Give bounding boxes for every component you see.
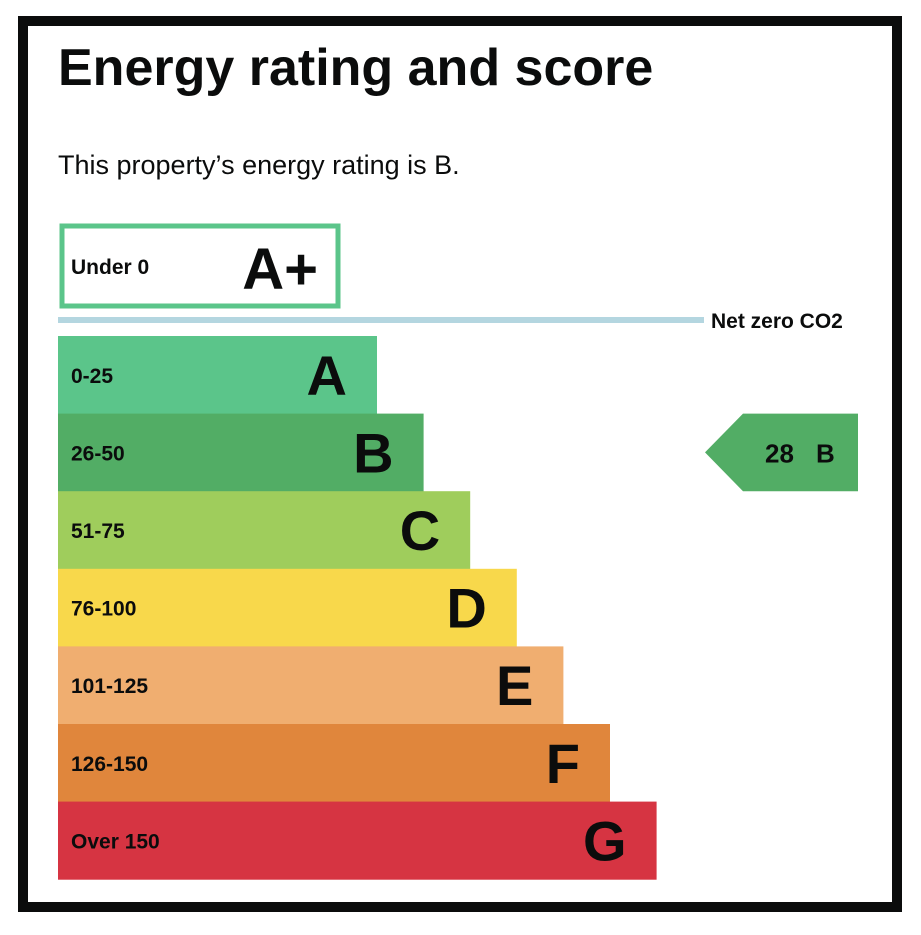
- band-letter-b: B: [353, 421, 393, 484]
- net-zero-line: [58, 317, 704, 323]
- band-range-c: 51-75: [71, 520, 125, 543]
- aplus-range-label: Under 0: [71, 256, 149, 279]
- band-letter-c: C: [400, 499, 440, 562]
- band-letter-e: E: [496, 654, 533, 717]
- band-bar-d: [58, 568, 517, 647]
- band-range-a: 0-25: [71, 365, 113, 388]
- band-range-d: 76-100: [71, 598, 136, 621]
- page-title: Energy rating and score: [58, 39, 654, 97]
- band-letter-g: G: [583, 809, 627, 872]
- band-letter-d: D: [446, 577, 486, 640]
- band-bar-g: [58, 801, 657, 880]
- net-zero-label: Net zero CO2: [711, 310, 843, 333]
- band-bar-a: [58, 336, 377, 415]
- current-rating-score: 28: [765, 438, 794, 468]
- current-rating-arrow: [705, 413, 858, 492]
- band-letter-f: F: [546, 732, 580, 795]
- band-range-g: Over 150: [71, 830, 160, 853]
- content: Energy rating and score This property’s …: [18, 16, 902, 912]
- current-rating-letter: B: [816, 438, 835, 468]
- band-bar-c: [58, 491, 471, 570]
- band-range-f: 126-150: [71, 753, 148, 776]
- band-range-e: 101-125: [71, 675, 148, 698]
- rating-summary: This property’s energy rating is B.: [58, 150, 460, 180]
- aplus-letter: A+: [242, 237, 318, 302]
- band-range-b: 26-50: [71, 442, 125, 465]
- band-bar-e: [58, 646, 564, 725]
- band-bar-f: [58, 724, 610, 803]
- band-bar-b: [58, 413, 424, 492]
- aplus-box: [59, 223, 341, 309]
- band-letter-a: A: [307, 344, 347, 407]
